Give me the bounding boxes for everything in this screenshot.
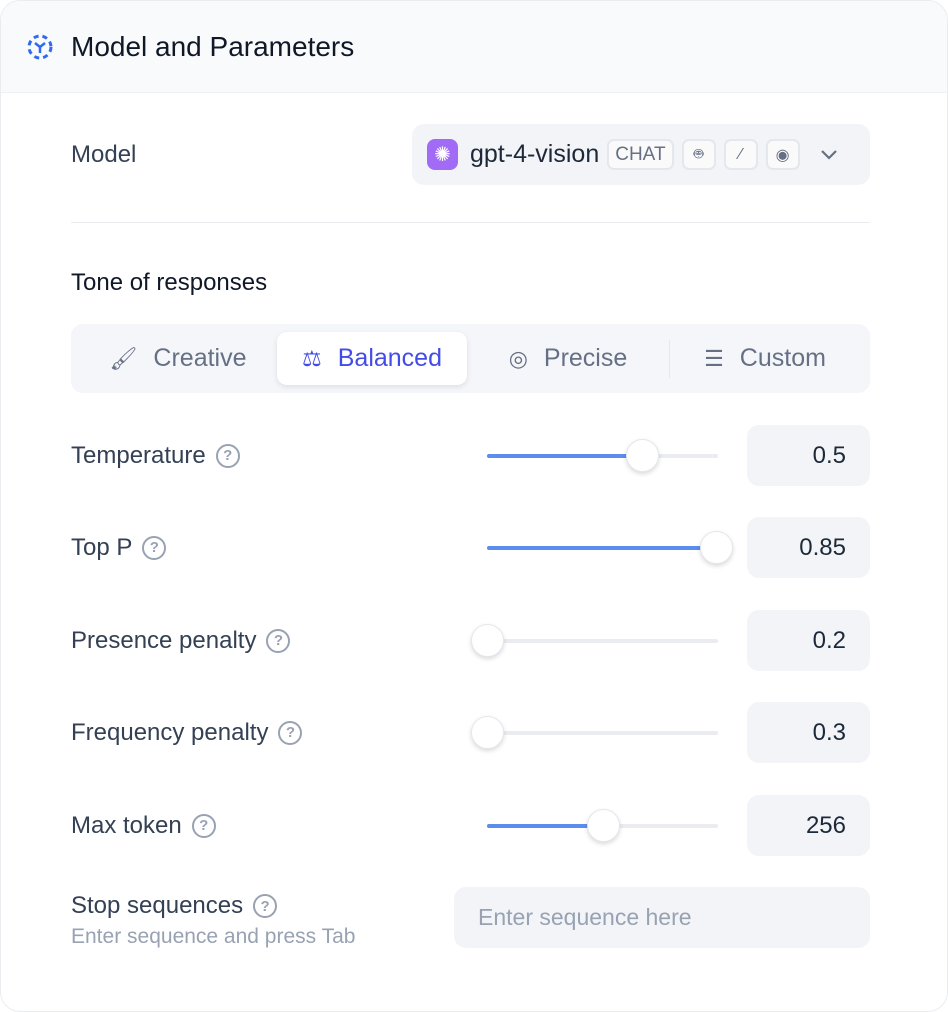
stop-sequences-label: Stop sequences? — [71, 892, 278, 920]
help-icon[interactable]: ? — [215, 443, 240, 468]
param-label: Top P? — [71, 534, 167, 562]
slider-handle[interactable] — [586, 809, 620, 842]
help-icon[interactable]: ? — [253, 894, 278, 918]
slider-handle[interactable] — [699, 531, 733, 564]
model-row: Model — [71, 124, 870, 185]
robot-icon: 🤖︎ — [681, 139, 716, 170]
param-slider[interactable] — [487, 809, 718, 842]
help-icon[interactable]: ? — [142, 535, 167, 560]
param-label: Temperature? — [71, 442, 240, 470]
param-row-frequency-penalty: Frequency penalty? 0.3 — [71, 702, 870, 763]
param-slider[interactable] — [487, 439, 718, 472]
slider-handle[interactable] — [471, 716, 504, 749]
stop-sequences-hint: Enter sequence and press Tab — [71, 925, 356, 948]
divider — [71, 222, 870, 223]
param-label: Max token? — [71, 812, 216, 840]
param-row-max-token: Max token? 256 — [71, 795, 870, 856]
param-value-input[interactable]: 0.85 — [747, 517, 870, 578]
tone-tabs: 🖌︎ Creative ⚖︎ Balanced ◎ Precise ☰ Custom — [71, 324, 870, 393]
tone-label: Tone of responses — [71, 269, 268, 296]
tab-custom[interactable]: ☰ Custom — [704, 344, 826, 372]
param-label: Presence penalty? — [71, 627, 291, 655]
model-label: Model — [71, 140, 137, 168]
slider-fill — [487, 546, 716, 550]
sliders-icon: ☰ — [704, 345, 724, 371]
param-row-temperature: Temperature? 0.5 — [71, 425, 870, 486]
openai-icon: ✺ — [427, 139, 458, 170]
param-row-presence-penalty: Presence penalty? 0.2 — [71, 610, 870, 671]
slider-fill — [487, 824, 603, 828]
param-value-input[interactable]: 256 — [747, 795, 870, 856]
eye-icon: ◉ — [765, 139, 800, 170]
param-value-input[interactable]: 0.5 — [747, 425, 870, 486]
stop-sequence-input[interactable] — [454, 887, 870, 948]
slider-handle[interactable] — [625, 439, 659, 472]
target-icon: ◎ — [508, 345, 528, 371]
help-icon[interactable]: ? — [191, 813, 216, 838]
param-label: Frequency penalty? — [71, 719, 303, 747]
help-icon[interactable]: ? — [266, 628, 291, 653]
chat-badge: CHAT — [607, 139, 674, 170]
panel-header: Model and Parameters — [1, 1, 947, 93]
param-row-top-p: Top P? 0.85 — [71, 517, 870, 578]
help-icon[interactable]: ? — [278, 720, 303, 745]
brush-icon: 🖌︎ — [109, 345, 138, 371]
tab-separator — [669, 339, 670, 378]
slider-handle[interactable] — [471, 624, 504, 657]
tab-precise[interactable]: ◎ Precise — [508, 344, 628, 372]
dashed-cube-icon — [27, 34, 53, 59]
param-slider[interactable] — [487, 531, 733, 564]
param-value-input[interactable]: 0.2 — [747, 610, 870, 671]
model-selector[interactable]: ✺ gpt-4-vision CHAT 🤖︎ ⁄ ◉ — [412, 124, 870, 185]
param-slider[interactable] — [471, 716, 718, 749]
model-name: gpt-4-vision — [470, 140, 600, 168]
tab-balanced[interactable]: ⚖︎ Balanced — [277, 332, 467, 385]
scale-icon: ⚖︎ — [302, 345, 322, 371]
param-value-input[interactable]: 0.3 — [747, 702, 870, 763]
chevron-down-icon — [820, 149, 837, 160]
tab-creative[interactable]: 🖌︎ Creative — [109, 344, 247, 372]
magic-wand-icon: ⁄ — [723, 139, 758, 170]
param-slider[interactable] — [471, 624, 718, 657]
slider-fill — [487, 454, 642, 458]
panel-title: Model and Parameters — [71, 30, 355, 62]
